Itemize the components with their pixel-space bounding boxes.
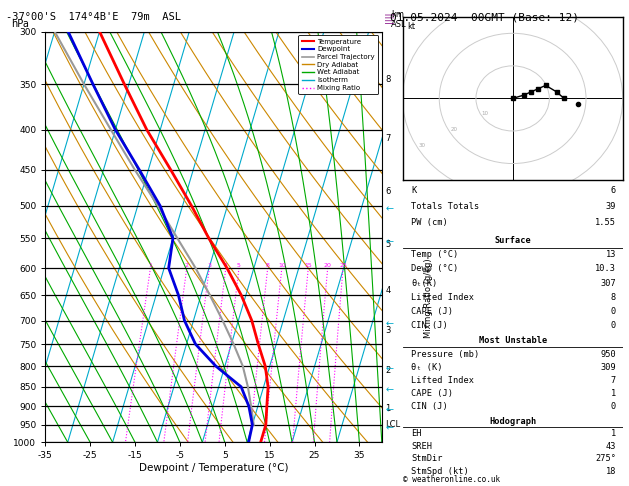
Text: StmSpd (kt): StmSpd (kt) (411, 467, 469, 475)
Text: 307: 307 (600, 278, 616, 288)
Text: 2: 2 (185, 263, 189, 268)
Text: 10.3: 10.3 (595, 264, 616, 273)
Text: 275°: 275° (595, 454, 616, 463)
Legend: Temperature, Dewpoint, Parcel Trajectory, Dry Adiabat, Wet Adiabat, Isotherm, Mi: Temperature, Dewpoint, Parcel Trajectory… (299, 35, 378, 94)
Text: 0: 0 (611, 402, 616, 411)
Text: StmDir: StmDir (411, 454, 443, 463)
Text: 01.05.2024  00GMT (Base: 12): 01.05.2024 00GMT (Base: 12) (390, 12, 579, 22)
Text: 1: 1 (611, 389, 616, 398)
Text: SREH: SREH (411, 442, 432, 451)
Text: θₜ(K): θₜ(K) (411, 278, 438, 288)
Text: Pressure (mb): Pressure (mb) (411, 349, 480, 359)
Text: →: → (385, 420, 393, 430)
Text: 4: 4 (224, 263, 228, 268)
Text: 20: 20 (324, 263, 331, 268)
Text: 13: 13 (606, 250, 616, 259)
Text: km
ASL: km ASL (391, 10, 407, 29)
Text: Temp (°C): Temp (°C) (411, 250, 459, 259)
Text: →: → (385, 382, 393, 392)
Text: 8: 8 (611, 293, 616, 302)
Text: θₜ (K): θₜ (K) (411, 363, 443, 372)
Text: 10: 10 (278, 263, 286, 268)
Text: kt: kt (407, 22, 415, 31)
Text: 1.55: 1.55 (595, 218, 616, 227)
Text: Lifted Index: Lifted Index (411, 293, 474, 302)
Text: 7: 7 (611, 376, 616, 385)
Text: 0: 0 (611, 307, 616, 316)
Text: 25: 25 (339, 263, 347, 268)
Text: 1: 1 (611, 429, 616, 438)
Text: 1: 1 (148, 263, 152, 268)
Text: 3: 3 (386, 326, 391, 335)
Text: K: K (411, 186, 416, 195)
Text: →: → (385, 315, 393, 326)
Text: Most Unstable: Most Unstable (479, 336, 547, 346)
Text: 30: 30 (419, 143, 426, 148)
Text: Surface: Surface (494, 236, 531, 245)
Text: 5: 5 (237, 263, 241, 268)
Text: →: → (385, 361, 393, 371)
Text: -37°00'S  174°4B'E  79m  ASL: -37°00'S 174°4B'E 79m ASL (6, 12, 181, 22)
Text: 39: 39 (606, 202, 616, 211)
Text: © weatheronline.co.uk: © weatheronline.co.uk (403, 474, 499, 484)
Text: 18: 18 (606, 467, 616, 475)
Text: 6: 6 (386, 188, 391, 196)
Text: 8: 8 (386, 75, 391, 84)
Text: Mixing Ratio (g/kg): Mixing Ratio (g/kg) (425, 259, 433, 338)
Text: Lifted Index: Lifted Index (411, 376, 474, 385)
Text: 0: 0 (611, 321, 616, 330)
Text: 950: 950 (600, 349, 616, 359)
Text: 10: 10 (481, 111, 489, 116)
Text: →: → (385, 401, 393, 411)
Text: 1: 1 (386, 404, 391, 413)
Text: EH: EH (411, 429, 422, 438)
Text: CIN (J): CIN (J) (411, 321, 448, 330)
Text: ||||: |||| (385, 11, 394, 23)
Text: 309: 309 (600, 363, 616, 372)
Text: hPa: hPa (11, 19, 28, 29)
Text: PW (cm): PW (cm) (411, 218, 448, 227)
Text: →: → (385, 233, 393, 243)
Text: 2: 2 (386, 366, 391, 375)
Text: 20: 20 (450, 127, 457, 132)
X-axis label: Dewpoint / Temperature (°C): Dewpoint / Temperature (°C) (139, 463, 288, 473)
Text: CAPE (J): CAPE (J) (411, 389, 454, 398)
Text: CAPE (J): CAPE (J) (411, 307, 454, 316)
Text: 43: 43 (606, 442, 616, 451)
Text: 6: 6 (611, 186, 616, 195)
Text: 3: 3 (208, 263, 211, 268)
Text: Totals Totals: Totals Totals (411, 202, 480, 211)
Text: 15: 15 (304, 263, 312, 268)
Text: LCL: LCL (386, 420, 401, 429)
Text: CIN (J): CIN (J) (411, 402, 448, 411)
Text: Dewp (°C): Dewp (°C) (411, 264, 459, 273)
Text: 8: 8 (266, 263, 270, 268)
Text: 5: 5 (386, 240, 391, 249)
Text: 7: 7 (386, 134, 391, 142)
Text: →: → (385, 201, 393, 211)
Text: 4: 4 (386, 286, 391, 295)
Text: Hodograph: Hodograph (489, 417, 537, 426)
